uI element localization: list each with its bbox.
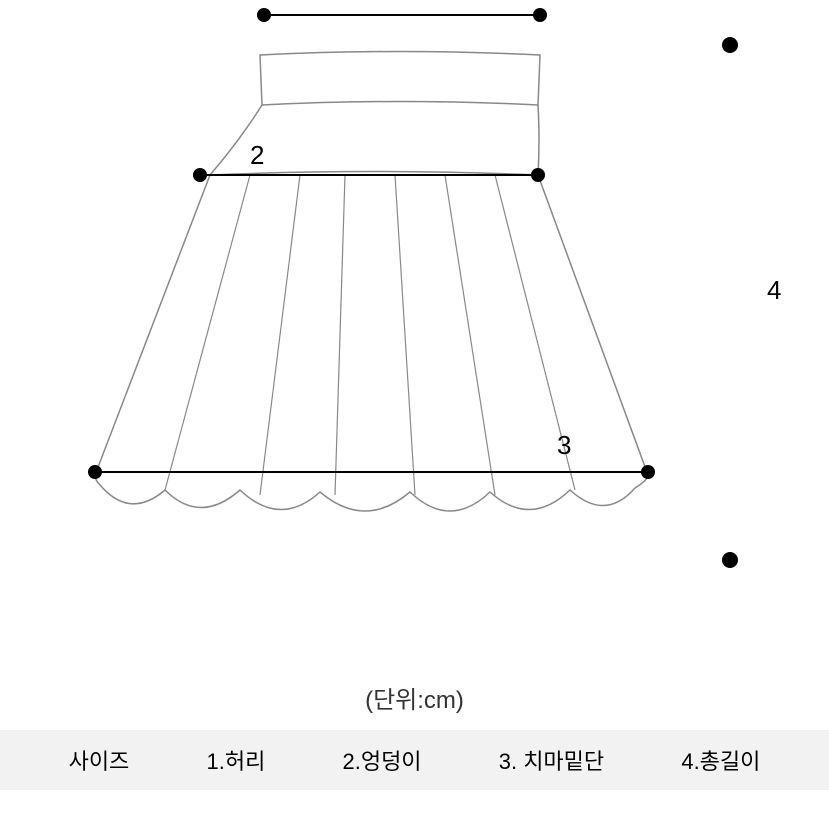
col-waist: 1.허리 <box>206 744 265 776</box>
col-size: 사이즈 <box>69 744 130 776</box>
unit-label: (단위:cm) <box>0 680 829 715</box>
size-table-header: 사이즈 1.허리 2.엉덩이 3. 치마밑단 4.총길이 <box>0 730 829 790</box>
hip-label: 2 <box>250 140 264 171</box>
col-hip: 2.엉덩이 <box>342 744 421 776</box>
hem-label: 3 <box>557 430 571 461</box>
length-label: 4 <box>767 275 781 306</box>
col-hem: 3. 치마밑단 <box>499 744 604 776</box>
col-length: 4.총길이 <box>681 744 760 776</box>
skirt-diagram: 2 3 4 <box>0 0 829 660</box>
